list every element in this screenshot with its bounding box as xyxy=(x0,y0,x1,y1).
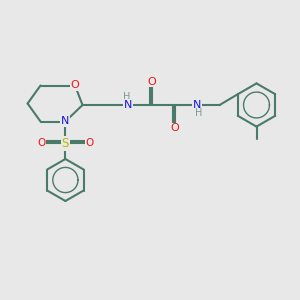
Text: O: O xyxy=(70,80,80,91)
Text: O: O xyxy=(170,123,179,134)
Text: N: N xyxy=(61,116,70,127)
Text: S: S xyxy=(62,137,69,150)
Text: O: O xyxy=(37,138,46,148)
Text: N: N xyxy=(124,100,133,110)
Text: N: N xyxy=(193,100,202,110)
Text: H: H xyxy=(195,108,203,118)
Text: O: O xyxy=(85,138,94,148)
Text: H: H xyxy=(123,92,130,102)
Text: O: O xyxy=(147,76,156,87)
